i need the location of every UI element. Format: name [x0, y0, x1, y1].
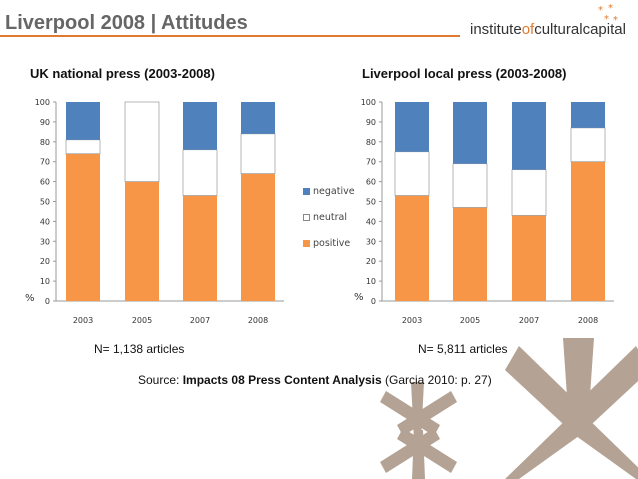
chart-2-ytick-label: 90 [366, 118, 376, 127]
chart-1-ytick-label: 80 [40, 138, 50, 147]
title-rule [0, 35, 460, 37]
chart-1-ytick-label: 30 [40, 237, 50, 246]
chart-2-ytick-label: 40 [366, 217, 376, 226]
brand-part-2: of [521, 21, 535, 38]
chart-2-ytick-label: 60 [366, 178, 376, 187]
chart-2-note: N= 5,811 articles [418, 342, 508, 356]
chart-2-bar-positive-2003 [395, 195, 429, 301]
chart-1-xtick-label: 2003 [73, 316, 93, 325]
chart-2-bar-neutral-2005 [452, 163, 488, 208]
chart-1-ytick-label: 60 [40, 178, 50, 187]
chart-2-bar-negative-2008 [571, 102, 605, 128]
legend-swatch-negative [303, 188, 310, 195]
slide-title: Liverpool 2008 | Attitudes [5, 12, 248, 34]
chart-2-bar-positive-2007 [512, 215, 546, 301]
legend-item-positive: positive [303, 237, 355, 250]
legend-label-neutral: neutral [313, 212, 347, 223]
chart-2-ytick-label: 70 [366, 158, 376, 167]
chart-2-ytick-label: 50 [366, 198, 376, 207]
chart-2-bar-neutral-2008 [570, 127, 606, 163]
chart-1-bar-negative-2007 [183, 102, 217, 150]
chart-2-ytick-label: 20 [366, 257, 376, 266]
chart-2-title: Liverpool local press (2003-2008) [362, 66, 567, 81]
chart-1-xtick-label: 2008 [248, 316, 268, 325]
chart-1-ytick-label: 70 [40, 158, 50, 167]
chart-2-xtick-label: 2005 [460, 316, 480, 325]
source-suffix: (Garcia 2010: p. 27) [381, 373, 492, 387]
chart-legend: negative neutral positive [303, 185, 355, 263]
svg-text:*: * [608, 4, 613, 14]
legend-label-positive: positive [313, 238, 351, 249]
chart-1-xtick-label: 2007 [190, 316, 210, 325]
legend-swatch-positive [303, 240, 310, 247]
chart-1-bar-neutral-2003 [65, 139, 101, 155]
svg-text:*: * [604, 14, 609, 25]
chart-1-bar-positive-2007 [183, 195, 217, 301]
chart-1-ytick-label: 0 [45, 297, 50, 306]
chart-1-bar-positive-2003 [66, 153, 100, 301]
chart-1-bar-neutral-2007 [182, 149, 218, 196]
chart-2-xtick-label: 2007 [519, 316, 539, 325]
legend-item-neutral: neutral [303, 211, 355, 224]
chart-1-ytick-label: 40 [40, 217, 50, 226]
chart-1-title: UK national press (2003-2008) [30, 66, 215, 81]
chart-2-xtick-label: 2008 [578, 316, 598, 325]
legend-swatch-neutral [303, 214, 310, 221]
chart-1-ytick-label: 90 [40, 118, 50, 127]
chart-1-bar-positive-2008 [241, 173, 275, 301]
chart-2-ytick-label: 30 [366, 237, 376, 246]
brand-part-1: institute [470, 21, 522, 38]
source-citation: Source: Impacts 08 Press Content Analysi… [138, 373, 492, 387]
chart-2-bar-negative-2003 [395, 102, 429, 152]
chart-1-note: N= 1,138 articles [94, 342, 185, 356]
chart-1-bar-negative-2003 [66, 102, 100, 140]
brand-stars-icon: * * * * [598, 4, 618, 26]
chart-2-ytick-label: 100 [361, 98, 376, 107]
chart-1-xtick-label: 2005 [132, 316, 152, 325]
source-title: Impacts 08 Press Content Analysis [182, 373, 382, 387]
chart-2-bar-positive-2005 [453, 207, 487, 301]
chart-1-bar-negative-2008 [241, 102, 275, 134]
chart-1-ytick-label: 20 [40, 257, 50, 266]
chart-2-ytick-label: 10 [366, 277, 376, 286]
chart-2-ytick-label: 0 [371, 297, 376, 306]
chart-2-xtick-label: 2003 [402, 316, 422, 325]
brand-part-3: culturalcapital [534, 21, 626, 38]
chart-2-bar-neutral-2007 [511, 169, 547, 216]
chart-2-bar-positive-2008 [571, 161, 605, 301]
chart-1-ylabel: % [25, 293, 35, 304]
chart-2-ytick-label: 80 [366, 138, 376, 147]
chart-1-ytick-label: 10 [40, 277, 50, 286]
chart-2-bar-negative-2007 [512, 102, 546, 170]
svg-text:*: * [598, 5, 603, 16]
legend-label-negative: negative [313, 186, 355, 197]
chart-2-bar-negative-2005 [453, 102, 487, 164]
brand-logo: instituteofculturalcapital [470, 21, 626, 38]
legend-item-negative: negative [303, 185, 355, 198]
chart-1-bar-neutral-2005 [124, 101, 160, 182]
source-prefix: Source: [138, 373, 183, 387]
chart-1-ytick-label: 100 [35, 98, 50, 107]
chart-1-bar-neutral-2008 [240, 133, 276, 174]
chart-2-bar-neutral-2003 [394, 151, 430, 196]
chart-1-bar-positive-2005 [125, 181, 159, 301]
chart-1-ytick-label: 50 [40, 198, 50, 207]
chart-2-ylabel: % [354, 292, 364, 303]
svg-text:*: * [613, 15, 618, 26]
